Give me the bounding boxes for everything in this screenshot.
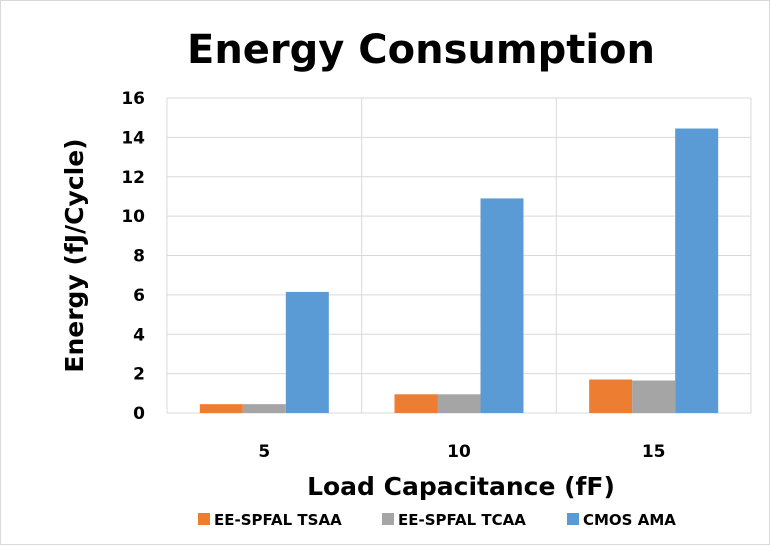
- legend-swatch: [567, 513, 579, 525]
- legend-label: EE-SPFAL TSAA: [214, 511, 342, 529]
- bar: [199, 404, 243, 413]
- bar: [242, 404, 286, 413]
- x-tick-label: 10: [447, 442, 471, 462]
- legend-swatch: [382, 513, 394, 525]
- y-tick-label: 12: [121, 168, 145, 188]
- chart-title: Energy Consumption: [187, 27, 655, 73]
- y-tick-label: 14: [121, 128, 145, 148]
- legend-swatch: [198, 513, 210, 525]
- y-axis-label: Energy (fJ/Cycle): [60, 138, 89, 372]
- x-tick-label: 5: [258, 442, 270, 462]
- y-tick-label: 10: [121, 207, 145, 227]
- bar: [675, 128, 719, 413]
- legend-label: CMOS AMA: [583, 511, 676, 529]
- y-axis-ticks: 0 2 4 6 8 10 12 14 16: [121, 89, 145, 424]
- bars: [199, 128, 719, 413]
- legend: EE-SPFAL TSAA EE-SPFAL TCAA CMOS AMA: [198, 511, 676, 529]
- y-tick-label: 8: [133, 247, 145, 267]
- y-tick-label: 4: [133, 325, 145, 345]
- x-tick-label: 15: [642, 442, 666, 462]
- y-tick-label: 6: [133, 286, 145, 306]
- bar: [437, 394, 481, 413]
- x-axis-ticks: 5 10 15: [258, 442, 665, 462]
- bar: [285, 291, 329, 413]
- bar: [632, 380, 676, 413]
- y-tick-label: 2: [133, 365, 145, 385]
- y-tick-label: 0: [133, 404, 145, 424]
- bar: [394, 394, 438, 413]
- legend-label: EE-SPFAL TCAA: [398, 511, 526, 529]
- bar: [589, 379, 633, 413]
- y-tick-label: 16: [121, 89, 145, 109]
- gridlines: [166, 97, 752, 414]
- x-axis-label: Load Capacitance (fF): [307, 472, 615, 501]
- bar: [480, 198, 524, 413]
